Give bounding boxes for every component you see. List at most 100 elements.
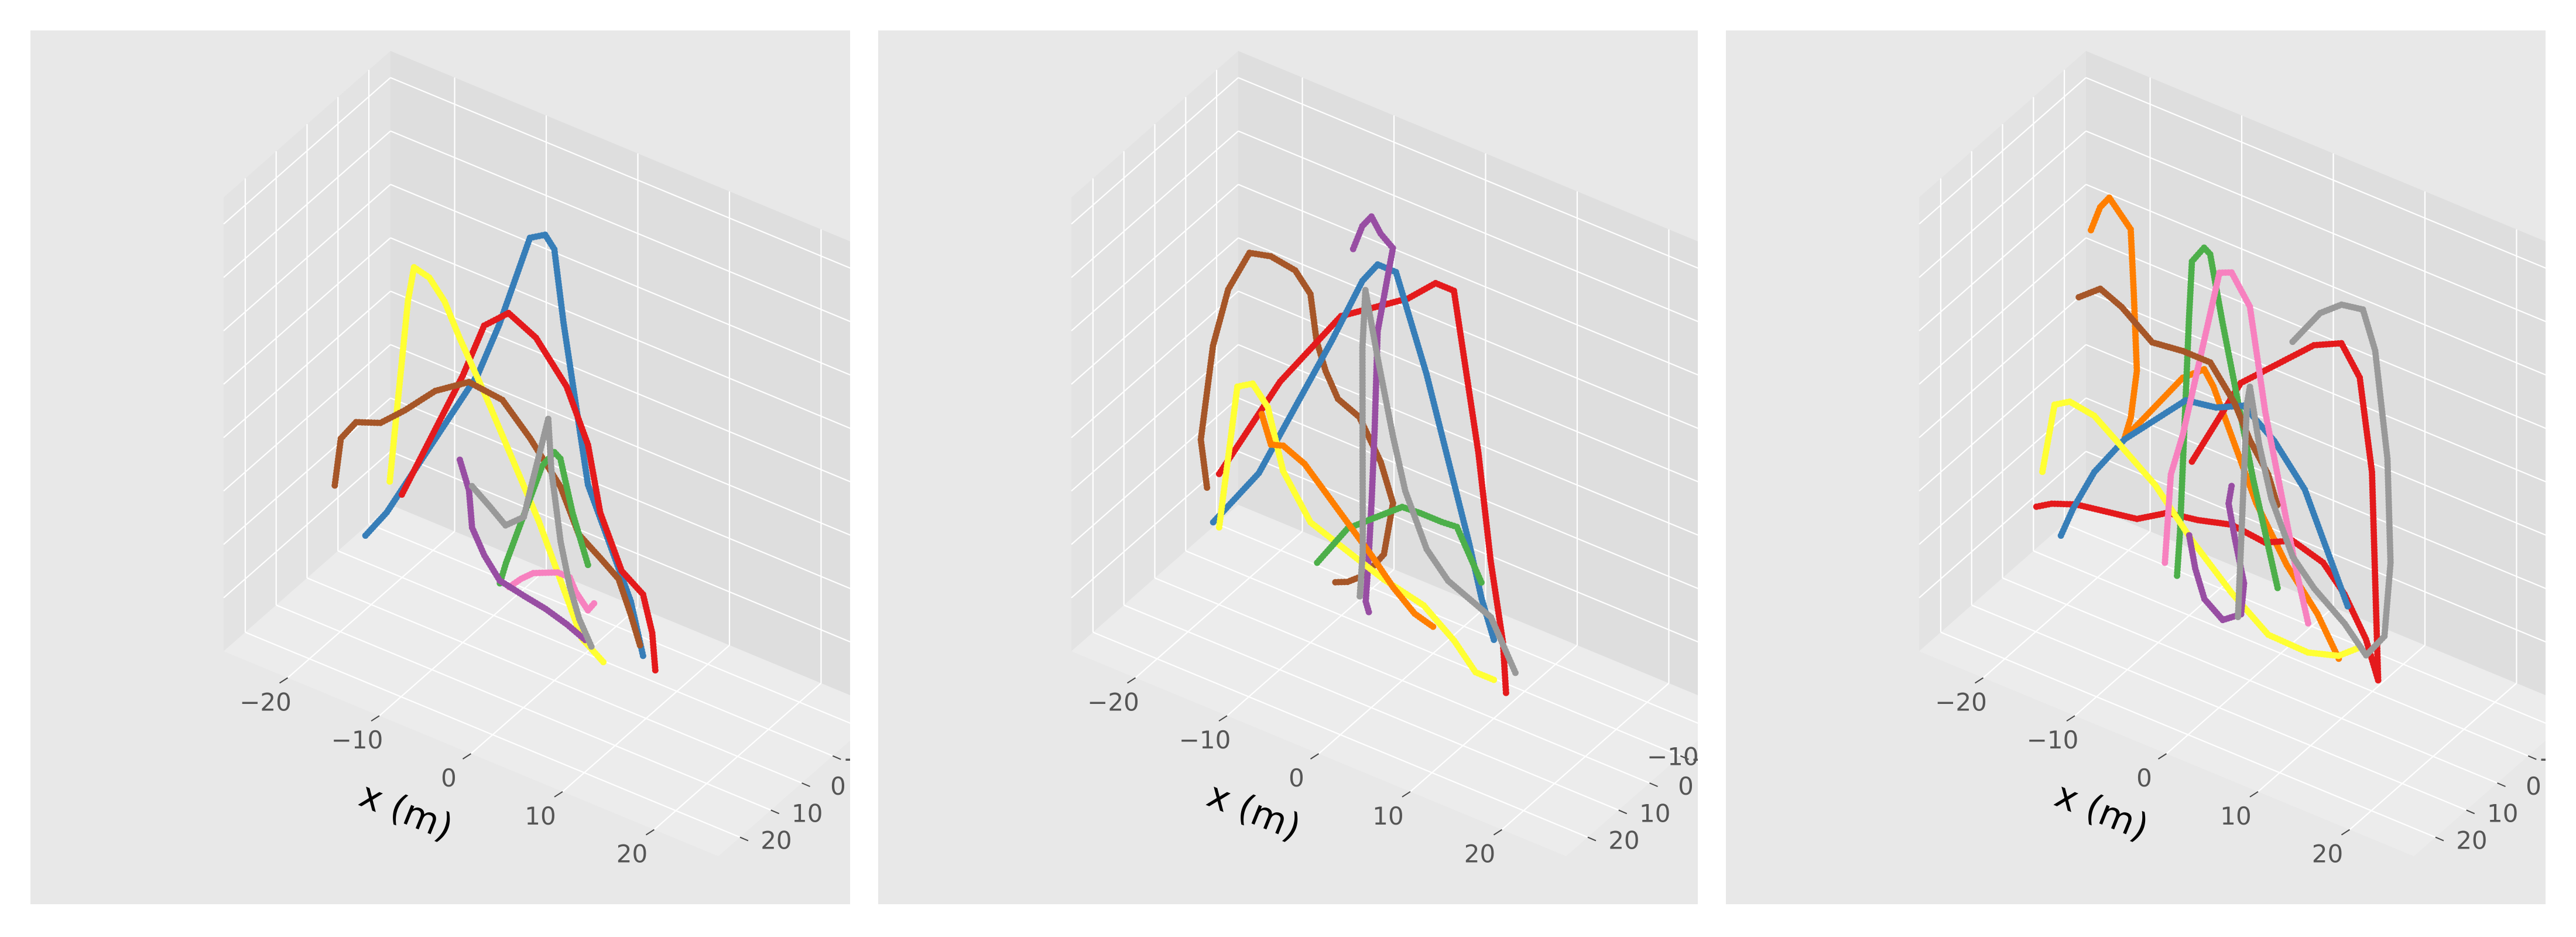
x-tick-label: 20 [616, 840, 648, 868]
y-tick-label: 0 [830, 772, 846, 801]
grid-line [368, 523, 850, 724]
y-tick-label: 10 [1639, 799, 1670, 827]
grid-line [2064, 523, 2546, 724]
y-tick-label: 20 [1608, 826, 1639, 855]
x-tick-mark [279, 677, 289, 684]
y-tick-mark [2527, 755, 2537, 760]
grid-line [1238, 183, 1698, 376]
grid-line [1919, 77, 2087, 225]
grid-line [1123, 604, 1619, 811]
grid-line [1919, 397, 2087, 545]
trajectory-point [584, 562, 591, 569]
y-tick-mark [2435, 836, 2444, 842]
grid-line [1071, 237, 1239, 385]
x-tick-mark [462, 753, 472, 760]
trajectory-point [2305, 620, 2312, 627]
x-tick-mark [1493, 829, 1503, 836]
x-tick-label: 0 [1289, 764, 1304, 792]
grid-line [1238, 344, 1698, 536]
trajectory-point [1491, 676, 1498, 683]
y-tick-label: 20 [761, 826, 792, 855]
grid-line [390, 183, 850, 376]
x-tick-label: −20 [1087, 688, 1139, 716]
x-tick-label: 20 [2312, 840, 2343, 868]
grid-line [1919, 450, 2087, 599]
grid-line [1238, 237, 1698, 429]
grid-line [1071, 450, 1239, 599]
grid-line [337, 550, 833, 757]
grid-line [1071, 397, 1239, 545]
trajectory-series-2 [2033, 340, 2382, 684]
grid-line [1919, 184, 2087, 331]
trajectory-point [600, 659, 607, 666]
y-tick-label: 0 [1678, 772, 1694, 801]
x-tick-mark [1402, 791, 1411, 798]
x-tick-label: −10 [331, 726, 383, 754]
grid-line [1071, 77, 1239, 225]
x-tick-mark [1310, 753, 1320, 760]
trajectory-point [2274, 584, 2281, 591]
grid-line [276, 604, 772, 811]
grid-line [2085, 77, 2546, 269]
grid-line [390, 290, 850, 483]
grid-line [223, 290, 391, 439]
grid-line [2033, 550, 2529, 757]
x-tick-mark [1218, 715, 1228, 722]
y-tick-label: 0 [2526, 772, 2541, 801]
x-tick-label: 20 [1464, 840, 1495, 868]
grid-line [1919, 344, 2087, 492]
grid-line [245, 631, 741, 838]
pane-floor [1919, 505, 2546, 856]
y-tick-label: −10 [1691, 745, 1698, 774]
grid-line [2085, 397, 2546, 589]
grid-line [223, 130, 391, 278]
grid-line [223, 184, 391, 331]
grid-line [1185, 550, 1681, 757]
trajectory-point [591, 600, 598, 607]
x-tick-mark [2157, 753, 2167, 760]
x-tick-label: −20 [1935, 688, 1987, 716]
x-tick-mark [1974, 677, 1984, 684]
grid-line [307, 577, 802, 784]
y-tick-mark [1680, 755, 1689, 760]
grid-line [1216, 523, 1698, 724]
y-tick-label: 10 [2487, 799, 2518, 827]
pane-back [390, 51, 850, 696]
x-tick-mark [2066, 715, 2075, 722]
trajectory-series-5 [2039, 398, 2363, 659]
y-tick-label: 10 [792, 799, 823, 827]
trajectory-point [1491, 636, 1498, 643]
y-tick-mark [739, 836, 749, 842]
trajectory-point [1512, 669, 1519, 676]
grid-line [2085, 290, 2546, 483]
pane-back [2086, 51, 2546, 696]
grid-line [2085, 344, 2546, 536]
y-tick-label: −10 [1647, 743, 1698, 771]
grid-line [223, 237, 391, 385]
trajectory-series-7 [456, 456, 589, 644]
pane-floor [224, 505, 850, 856]
x-tick-label: −20 [239, 688, 292, 716]
x-tick-mark [554, 791, 563, 798]
grid-line [1071, 130, 1239, 278]
trajectory-point [2344, 603, 2351, 610]
trajectory-point [1502, 689, 1509, 696]
x-tick-label: −10 [2027, 726, 2079, 754]
trajectory-series-8 [468, 415, 595, 650]
y-tick-mark [1649, 782, 1658, 787]
grid-line [1071, 290, 1239, 439]
grid-line [1919, 130, 2087, 278]
grid-line [390, 130, 850, 323]
y-tick-mark [1618, 809, 1628, 815]
x-tick-label: 0 [2136, 764, 2152, 792]
grid-line [1919, 290, 2087, 439]
trajectory-point [1478, 579, 1485, 586]
grid-line [1940, 631, 2436, 838]
y-tick-mark [770, 809, 780, 815]
panel-2: −20−1001020−20−10−10010204681012141618x … [878, 30, 1698, 904]
x-tick-mark [371, 715, 380, 722]
x-tick-mark [2341, 829, 2351, 836]
grid-line [2002, 577, 2498, 784]
